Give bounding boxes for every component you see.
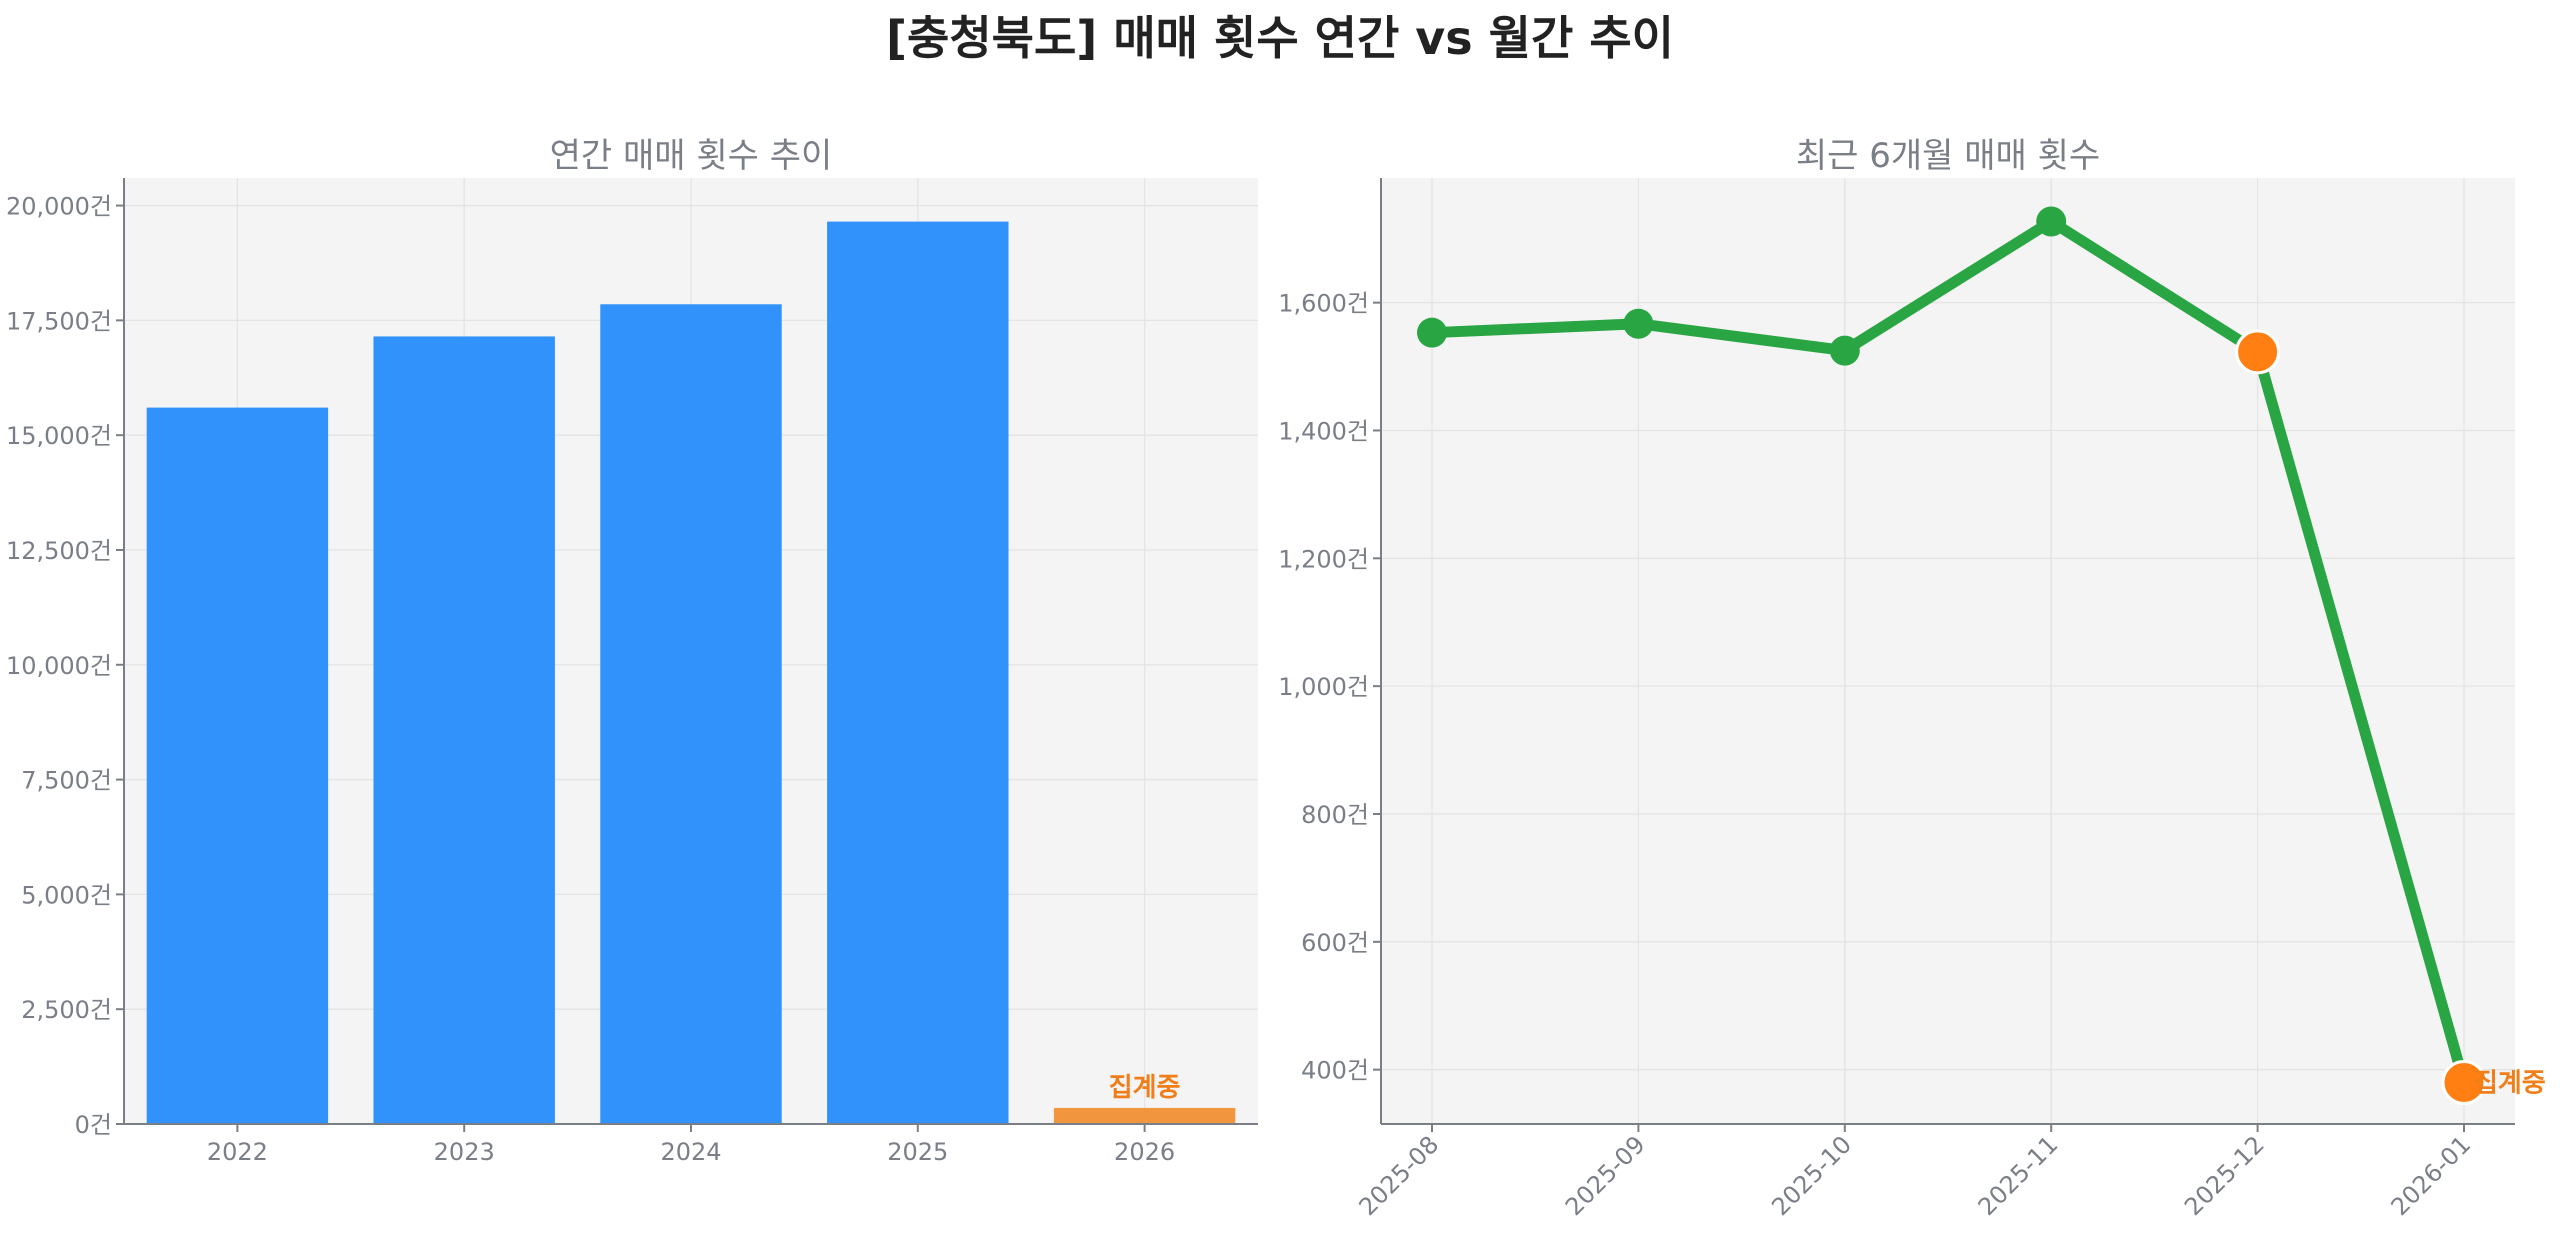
monthly-line-chart: 최근 6개월 매매 횟수 집계중 400건 600건 800건 1,000건 1,200…	[1278, 136, 2546, 1221]
monthly-x-tick-label: 2025-12	[2179, 1130, 2270, 1221]
annual-bar-2022	[146, 407, 329, 1124]
monthly-point-2025-12	[2235, 329, 2281, 375]
monthly-point-2025-08	[1417, 317, 1447, 348]
annual-bar-2025	[827, 221, 1009, 1124]
annual-x-tick-label: 2023	[434, 1138, 495, 1166]
monthly-y-tick-label: 1,000건	[1278, 673, 1369, 701]
monthly-pending-label: 집계중	[2474, 1068, 2546, 1098]
annual-x-tick-label: 2024	[660, 1138, 721, 1166]
monthly-point-2025-09	[1623, 308, 1654, 339]
monthly-series-line	[1426, 215, 2470, 1088]
monthly-x-tick-label: 2025-08	[1354, 1130, 1445, 1221]
monthly-y-tick-label: 1,600건	[1278, 290, 1369, 318]
monthly-point-2026-01	[2441, 1059, 2487, 1105]
annual-y-tick-label: 20,000건	[6, 193, 112, 221]
annual-x-tick-label: 2026	[1114, 1138, 1175, 1166]
monthly-y-tick-label: 800건	[1301, 801, 1369, 829]
monthly-y-tick-label: 600건	[1301, 929, 1369, 957]
monthly-point-2025-10	[1829, 335, 1860, 366]
annual-y-tick-label: 12,500건	[6, 537, 112, 565]
annual-pending-label: 집계중	[1109, 1073, 1181, 1103]
annual-bars: 집계중	[146, 221, 1236, 1125]
annual-y-tick-label: 2,500건	[21, 996, 112, 1024]
monthly-chart-title: 최근 6개월 매매 횟수	[1796, 136, 2100, 176]
annual-bar-chart: 연간 매매 횟수 추이 집계중 0건 2,500건 5,000건 7,500건 10,0…	[6, 136, 1258, 1166]
annual-bar-2026	[1053, 1107, 1236, 1124]
monthly-x-tick-label: 2025-11	[1973, 1130, 2064, 1221]
annual-bar-2023	[373, 336, 555, 1125]
annual-y-tick-label: 0건	[75, 1111, 112, 1139]
monthly-line: 집계중	[1417, 206, 2546, 1105]
monthly-x-tick-label: 2026-01	[2386, 1130, 2477, 1221]
annual-y-tick-label: 7,500건	[21, 767, 112, 795]
annual-x-tick-label: 2025	[887, 1138, 948, 1166]
annual-y-tick-label: 10,000건	[6, 652, 112, 680]
annual-x-tick-label: 2022	[207, 1138, 268, 1166]
monthly-y-tick-label: 1,200건	[1278, 545, 1369, 573]
monthly-point-2025-11	[2036, 206, 2067, 237]
annual-axes: 0건 2,500건 5,000건 7,500건 10,000건 12,500건 15,000…	[6, 178, 1258, 1166]
monthly-y-tick-label: 400건	[1301, 1057, 1369, 1085]
annual-bar-2024	[600, 304, 782, 1125]
annual-y-tick-label: 15,000건	[6, 422, 112, 450]
monthly-x-tick-label: 2025-10	[1766, 1130, 1857, 1221]
annual-y-tick-label: 5,000건	[21, 881, 112, 909]
page-title: [충청북도] 매매 횟수 연간 vs 월간 추이	[886, 11, 1674, 65]
monthly-plot-area	[1381, 178, 2515, 1124]
annual-y-tick-label: 17,500건	[6, 307, 112, 335]
annual-chart-title: 연간 매매 횟수 추이	[550, 136, 833, 176]
monthly-x-tick-label: 2025-09	[1560, 1130, 1651, 1221]
monthly-y-tick-label: 1,400건	[1278, 417, 1369, 445]
